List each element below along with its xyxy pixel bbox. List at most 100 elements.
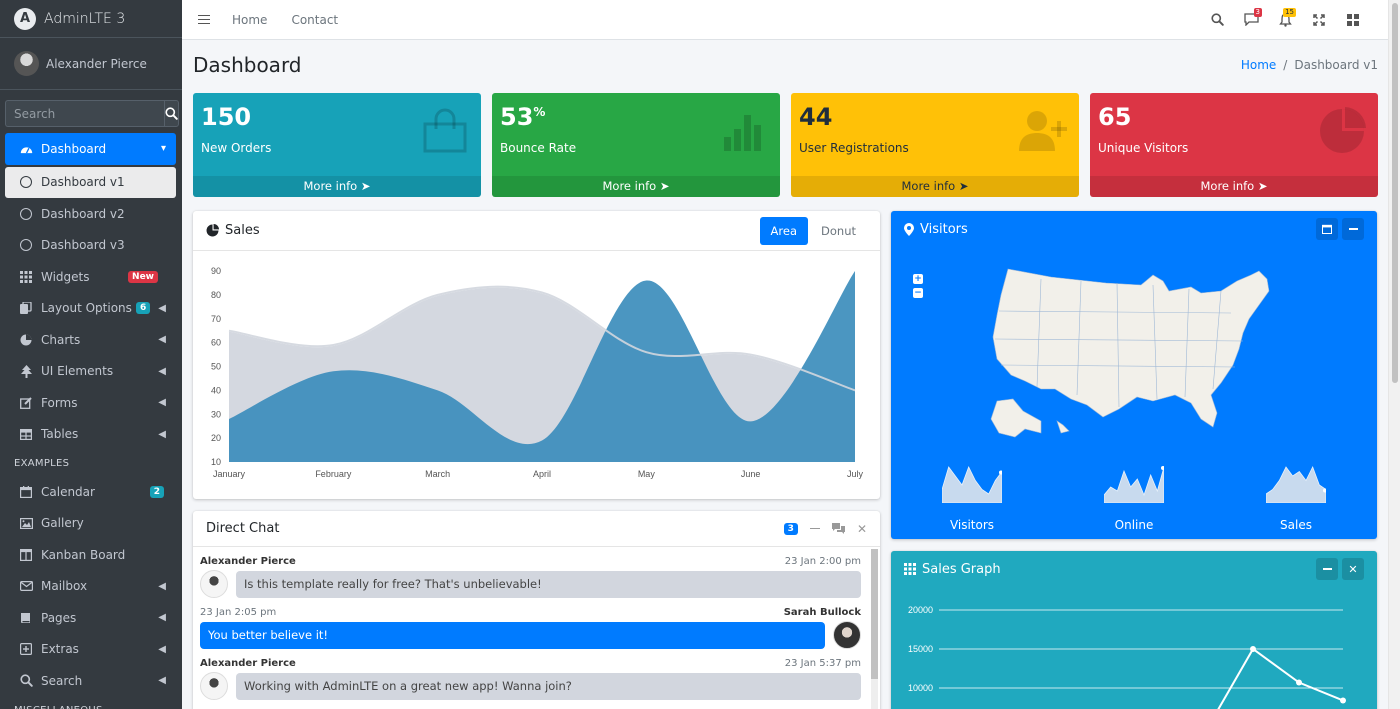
sidebar-item-label: Dashboard [41, 141, 107, 156]
menu-toggle-icon[interactable] [198, 14, 210, 25]
chat-message-meta: Alexander Pierce 23 Jan 2:00 pm [193, 556, 880, 567]
fullscreen-expand-icon[interactable] [1302, 8, 1336, 32]
y-tick-label: 20 [211, 433, 221, 443]
notifications-bell-icon[interactable]: 15 [1268, 7, 1302, 32]
y-tick-label: 40 [211, 385, 221, 395]
close-icon[interactable]: ✕ [856, 521, 867, 536]
sidebar-item-gallery[interactable]: Gallery [5, 508, 176, 540]
sidebar-item-dashboard-v1[interactable]: Dashboard v1 [5, 166, 176, 198]
sidebar-item-tables[interactable]: Tables ◀ [5, 419, 176, 451]
more-info-link[interactable]: More info ➤ [492, 176, 780, 197]
scrollbar-thumb[interactable] [1392, 3, 1398, 383]
sidebar-item-extras[interactable]: Extras ◀ [5, 634, 176, 666]
sidebar-item-dashboard-v2[interactable]: Dashboard v2 [5, 198, 176, 230]
map-marker-icon [904, 222, 914, 236]
nav-header-misc: MISCELLANEOUS [0, 697, 182, 709]
x-tick-label: May [638, 469, 656, 479]
brand-link[interactable]: A AdminLTE 3 [0, 0, 182, 38]
sidebar-item-dashboard-v3[interactable]: Dashboard v3 [5, 230, 176, 262]
x-tick-label: July [847, 469, 864, 479]
sidebar-item-pages[interactable]: Pages ◀ [5, 602, 176, 634]
search-icon [19, 674, 33, 688]
sales-card-header: Sales Area Donut [193, 211, 880, 251]
more-info-link[interactable]: More info ➤ [791, 176, 1079, 197]
stat-value: 65 [1098, 103, 1132, 131]
chat-tools: 3 ✕ [783, 521, 867, 536]
chat-sender-name: Alexander Pierce [200, 658, 296, 669]
visitors-tools [1316, 218, 1364, 240]
sidebar-item-label: Tables [41, 427, 79, 442]
spark-visitors: Visitors [912, 463, 1032, 533]
usa-map [990, 268, 1270, 438]
breadcrumb-home-link[interactable]: Home [1240, 58, 1277, 72]
more-info-link[interactable]: More info ➤ [193, 176, 481, 197]
zoom-in-button[interactable]: + [913, 274, 923, 284]
chevron-left-icon: ◀ [158, 612, 166, 624]
sidebar-item-label: Dashboard v2 [41, 206, 125, 221]
dashboard-icon [19, 142, 33, 156]
calendar-icon [1322, 224, 1332, 234]
collapse-button[interactable] [1316, 558, 1338, 580]
chat-count-badge: 3 [783, 522, 798, 535]
sidebar-item-calendar[interactable]: Calendar 2 [5, 476, 176, 508]
y-tick-label: 70 [211, 314, 221, 324]
sidebar-item-kanban-board[interactable]: Kanban Board [5, 539, 176, 571]
visitors-card-header: Visitors [891, 211, 1377, 247]
calendar-button[interactable] [1316, 218, 1338, 240]
comments-icon[interactable] [831, 523, 845, 534]
stat-suffix: % [533, 105, 546, 119]
page-title: Dashboard [193, 53, 302, 77]
visitors-card-title: Visitors [904, 222, 968, 237]
x-tick-label: February [315, 469, 352, 479]
search-icon [165, 107, 178, 120]
chat-message-meta: Alexander Pierce 23 Jan 5:37 pm [193, 658, 880, 669]
sidebar-item-label: Extras [41, 642, 79, 657]
zoom-out-button[interactable]: − [913, 288, 923, 298]
sidebar-search-input[interactable] [5, 100, 164, 127]
chat-messages: Alexander Pierce 23 Jan 2:00 pm Is this t… [193, 547, 880, 709]
x-tick-label: January [213, 469, 246, 479]
shopping-bag-icon [423, 108, 467, 153]
sidebar-item-forms[interactable]: Forms ◀ [5, 387, 176, 419]
nav-link-home[interactable]: Home [232, 12, 268, 27]
pie-chart-icon [1320, 107, 1366, 153]
sales-graph-header: Sales Graph ✕ [891, 551, 1377, 587]
bar-chart-icon [724, 115, 761, 151]
sidebar-item-widgets[interactable]: Widgets New [5, 261, 176, 293]
series-line [228, 285, 856, 392]
user-plus-icon [1019, 111, 1067, 151]
series-line [1217, 647, 1344, 709]
stat-label: User Registrations [799, 141, 909, 155]
chat-avatar [200, 672, 228, 700]
sidebar-item-label: Calendar [41, 484, 95, 499]
tab-area[interactable]: Area [759, 216, 809, 245]
tab-donut[interactable]: Donut [821, 223, 856, 238]
control-sidebar-icon[interactable] [1336, 8, 1370, 32]
more-info-link[interactable]: More info ➤ [1090, 176, 1378, 197]
messages-icon[interactable]: 3 [1234, 7, 1268, 32]
sidebar-item-charts[interactable]: Charts ◀ [5, 324, 176, 356]
copy-icon [19, 301, 33, 315]
sidebar-item-label: Layout Options [41, 301, 132, 316]
sidebar-item-label: Forms [41, 395, 78, 410]
sales-card: Sales Area Donut 10 20 30 40 50 60 70 80 90 Janua… [193, 211, 880, 499]
arrow-circle-right-icon: ➤ [1257, 179, 1268, 193]
nav-link-contact[interactable]: Contact [291, 12, 339, 27]
minus-icon[interactable] [809, 527, 820, 530]
close-button[interactable]: ✕ [1342, 558, 1364, 580]
page-scrollbar[interactable] [1388, 0, 1400, 709]
chat-avatar [833, 621, 861, 649]
sidebar-item-label: UI Elements [41, 364, 114, 379]
sidebar-item-mailbox[interactable]: Mailbox ◀ [5, 571, 176, 603]
sidebar-item-search[interactable]: Search ◀ [5, 665, 176, 697]
user-panel[interactable]: Alexander Pierce [0, 38, 182, 90]
navbar-search-icon[interactable] [1200, 8, 1234, 32]
sidebar-item-layout-options[interactable]: Layout Options 6 ◀ [5, 293, 176, 325]
sidebar-item-dashboard[interactable]: Dashboard ▾ [5, 133, 176, 165]
sidebar-search-button[interactable] [164, 100, 179, 127]
chat-scrollbar[interactable] [871, 549, 878, 709]
collapse-button[interactable] [1342, 218, 1364, 240]
sidebar-item-ui-elements[interactable]: UI Elements ◀ [5, 356, 176, 388]
navbar-right: 3 15 [1200, 7, 1370, 32]
user-name[interactable]: Alexander Pierce [46, 56, 147, 71]
